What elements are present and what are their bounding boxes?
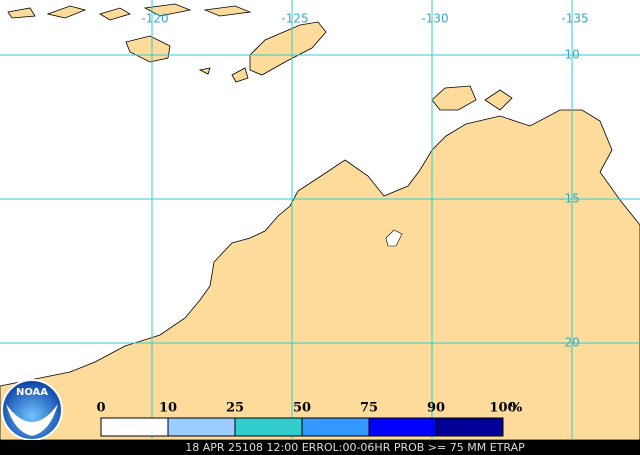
noaa-logo: NOAA: [1, 379, 63, 441]
legend-swatch: [301, 417, 370, 437]
legend-tick-label: 0: [96, 401, 105, 416]
logo-text: NOAA: [16, 387, 48, 398]
legend-swatch: [234, 417, 303, 437]
graticule: -120 -125 -130 -135 -10 -15 -20: [0, 0, 640, 440]
longitude-label: -130: [421, 12, 448, 26]
footer-bar: [0, 440, 640, 455]
legend: 0 10 25 50 75 90 100%: [96, 401, 523, 437]
land: [0, 3, 640, 441]
legend-tick-label: 100: [489, 401, 516, 416]
latitude-label: -15: [560, 192, 580, 206]
legend-tick-label: 25: [226, 401, 244, 416]
legend-tick-label: 75: [360, 401, 378, 416]
longitude-label: -120: [141, 12, 168, 26]
longitude-label: -135: [561, 12, 588, 26]
legend-swatch: [368, 417, 437, 437]
latitude-label: -10: [560, 48, 580, 62]
legend-swatch: [100, 417, 169, 437]
longitude-label: -125: [281, 12, 308, 26]
legend-tick-label: 50: [293, 401, 311, 416]
legend-swatch: [435, 417, 504, 437]
latitude-label: -20: [560, 336, 580, 350]
legend-unit: %: [510, 401, 523, 416]
footer-text: 18 APR 25108 12:00 ERROL:00-06HR PROB >=…: [185, 441, 525, 454]
legend-tick-label: 90: [427, 401, 445, 416]
legend-swatch: [167, 417, 236, 437]
logo-wave: [6, 404, 58, 436]
legend-tick-label: 10: [159, 401, 177, 416]
